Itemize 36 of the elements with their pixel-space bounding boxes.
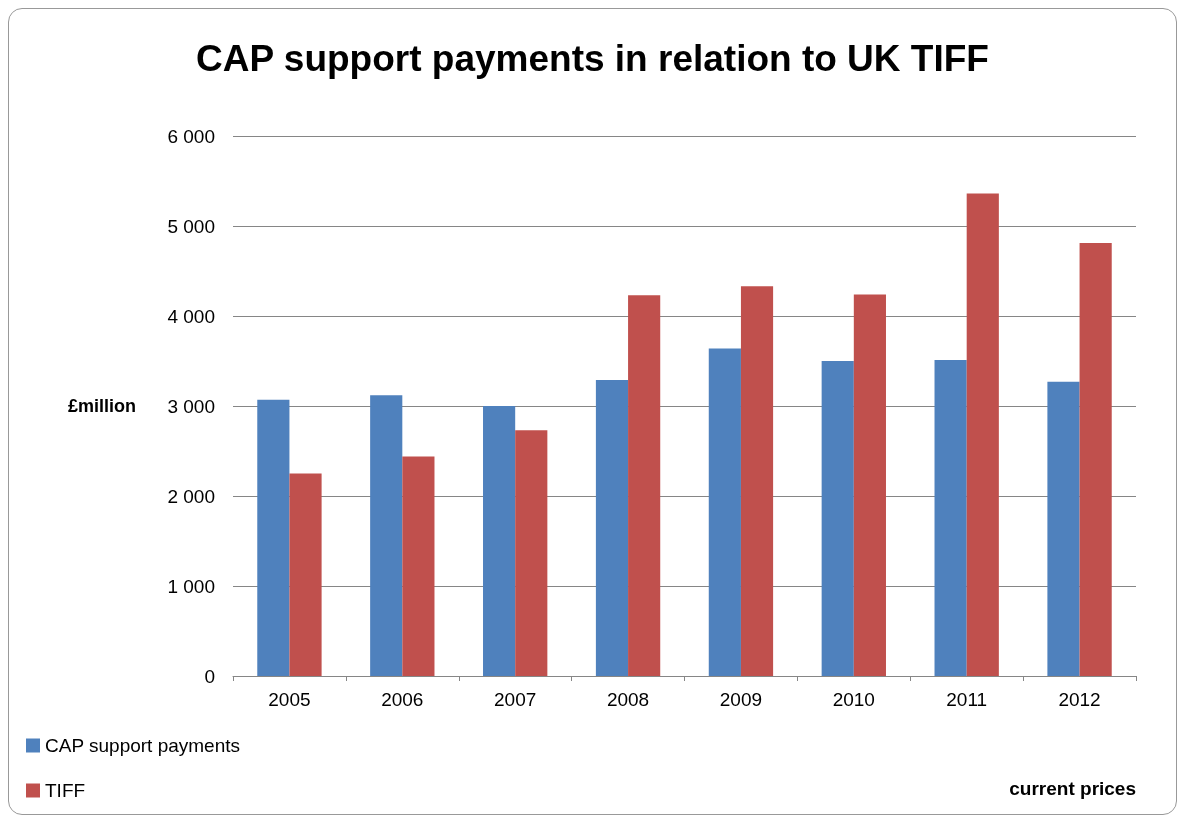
y-tick-label: 6 000 — [167, 125, 215, 147]
bar — [370, 395, 403, 676]
text: current prices — [1009, 778, 1137, 799]
legend-label: CAP support payments — [45, 735, 241, 756]
bar — [821, 361, 854, 676]
y-tick-label: 1 000 — [167, 575, 215, 597]
bar — [595, 379, 629, 676]
y-tick-label: 5 000 — [167, 215, 215, 237]
x-tick-label: 2012 — [1058, 689, 1101, 710]
bar — [289, 473, 322, 676]
x-tick-label: 2007 — [494, 689, 537, 710]
bar — [853, 294, 886, 676]
x-tick-label: 2008 — [606, 689, 650, 710]
y-tick-label: 4 000 — [167, 305, 215, 327]
x-tick-label: 2005 — [268, 689, 311, 710]
bar — [402, 456, 435, 676]
bar — [708, 348, 741, 676]
x-tick-label: 2011 — [946, 689, 988, 710]
bar — [1047, 381, 1080, 676]
y-tick-label: 2 000 — [167, 485, 215, 507]
bar — [257, 399, 290, 676]
bar — [966, 193, 999, 676]
x-tick-label: 2010 — [832, 689, 875, 710]
chart-title: CAP support payments in relation to UK TIFF — [196, 38, 989, 79]
bar — [1079, 243, 1112, 676]
x-tick-label: 2006 — [381, 689, 424, 710]
y-tick-label: 3 000 — [167, 395, 215, 417]
x-tick-label: 2009 — [719, 689, 763, 710]
legend-label: TIFF — [45, 780, 86, 801]
bar — [515, 430, 548, 676]
bar — [628, 295, 661, 676]
bar — [483, 406, 516, 676]
bar — [934, 360, 967, 676]
y-tick-label: 0 — [204, 665, 215, 687]
y-axis-title: £million — [67, 396, 136, 416]
bar — [740, 286, 774, 676]
